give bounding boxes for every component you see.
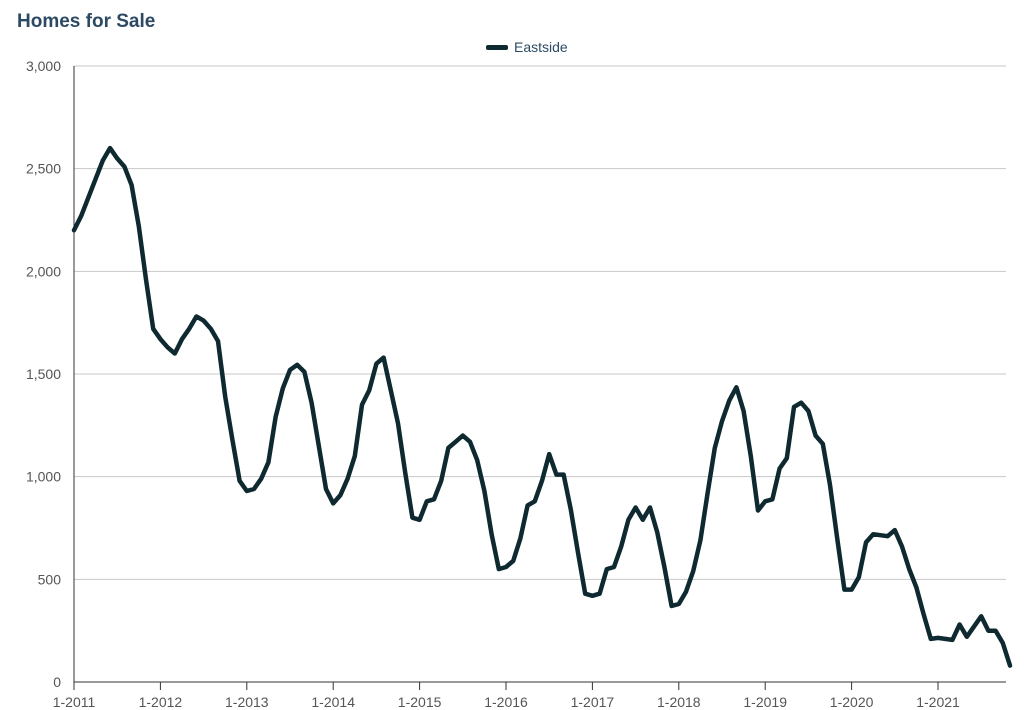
y-tick-label: 0 — [53, 674, 61, 690]
x-tick-label: 1-2019 — [743, 694, 787, 710]
legend-swatch — [486, 44, 508, 50]
chart-title: Homes for Sale — [17, 11, 156, 32]
series-line-eastside — [71, 145, 1013, 668]
y-axis-labels: 0 500 1,000 1,500 2,000 2,500 3,000 — [26, 58, 61, 690]
x-tick-label: 1-2020 — [830, 694, 874, 710]
x-tick-label: 1-2021 — [916, 694, 960, 710]
x-tick-label: 1-2011 — [53, 694, 96, 710]
x-tick-label: 1-2012 — [139, 694, 183, 710]
x-tick-label: 1-2018 — [657, 694, 701, 710]
x-tick-label: 1-2015 — [398, 694, 442, 710]
grid-lines — [74, 65, 1006, 580]
y-tick-label: 2,000 — [26, 263, 61, 279]
y-tick-label: 3,000 — [26, 58, 61, 74]
y-tick-label: 1,500 — [26, 366, 61, 382]
x-tick-label: 1-2014 — [311, 694, 355, 710]
x-tick-label: 1-2016 — [484, 694, 528, 710]
x-axis: 1-2011 1-2012 1-2013 1-2014 1-2015 1-2016 1-20… — [53, 66, 1006, 710]
series-layer — [71, 145, 1013, 668]
y-tick-label: 2,500 — [26, 161, 61, 177]
legend-label: Eastside — [514, 39, 568, 55]
legend: Eastside — [486, 39, 568, 55]
x-tick-label: 1-2017 — [571, 694, 615, 710]
x-tick-label: 1-2013 — [225, 694, 269, 710]
y-tick-label: 500 — [38, 571, 62, 587]
y-tick-label: 1,000 — [26, 469, 61, 485]
